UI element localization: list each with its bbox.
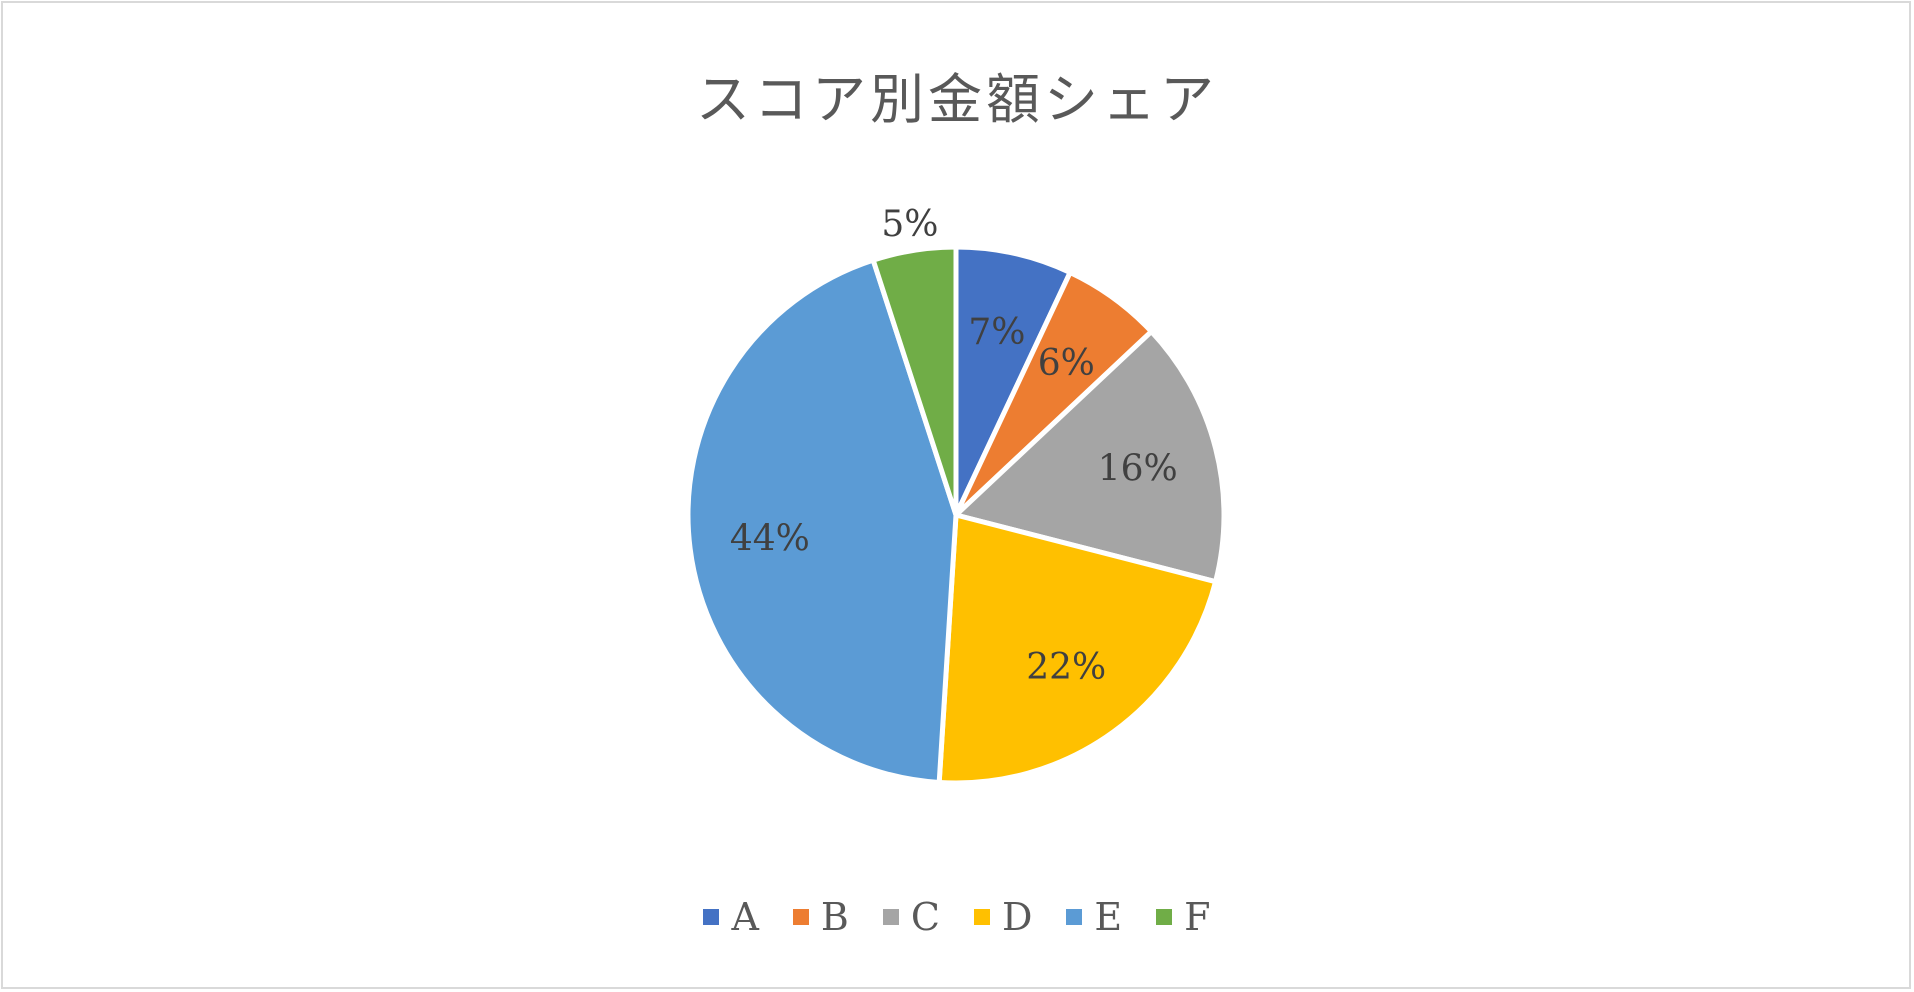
legend-label: B	[820, 895, 849, 939]
chart-title: スコア別金額シェア	[696, 68, 1218, 131]
data-label-F: 5%	[881, 204, 938, 245]
legend-label: E	[1094, 895, 1123, 939]
legend-item-E: E	[1066, 895, 1122, 939]
pie-slice-F	[870, 244, 959, 516]
legend-swatch	[1066, 909, 1083, 925]
legend-item-D: D	[973, 895, 1033, 939]
legend-item-F: F	[1156, 895, 1211, 939]
data-label-D: 22%	[1026, 647, 1106, 688]
legend-label: D	[1001, 895, 1033, 939]
pie-slice-D	[936, 511, 1219, 786]
data-label-C: 16%	[1098, 448, 1178, 489]
legend-swatch	[792, 909, 809, 925]
legend-label: C	[910, 895, 940, 939]
legend-item-A: A	[703, 895, 759, 939]
data-label-A: 7%	[968, 312, 1025, 353]
pie-slice-C	[950, 328, 1227, 585]
legend-label: A	[731, 895, 759, 939]
legend-swatch	[882, 909, 899, 925]
data-label-B: 6%	[1038, 343, 1095, 384]
legend-label: F	[1184, 895, 1211, 939]
legend: A B C D E F	[0, 895, 1914, 939]
legend-swatch	[1156, 909, 1173, 925]
pie-slice-E	[685, 256, 959, 786]
legend-item-B: B	[792, 895, 849, 939]
legend-swatch	[703, 909, 720, 925]
legend-item-C: C	[882, 895, 940, 939]
legend-swatch	[973, 909, 990, 925]
data-label-E: 44%	[730, 519, 810, 560]
